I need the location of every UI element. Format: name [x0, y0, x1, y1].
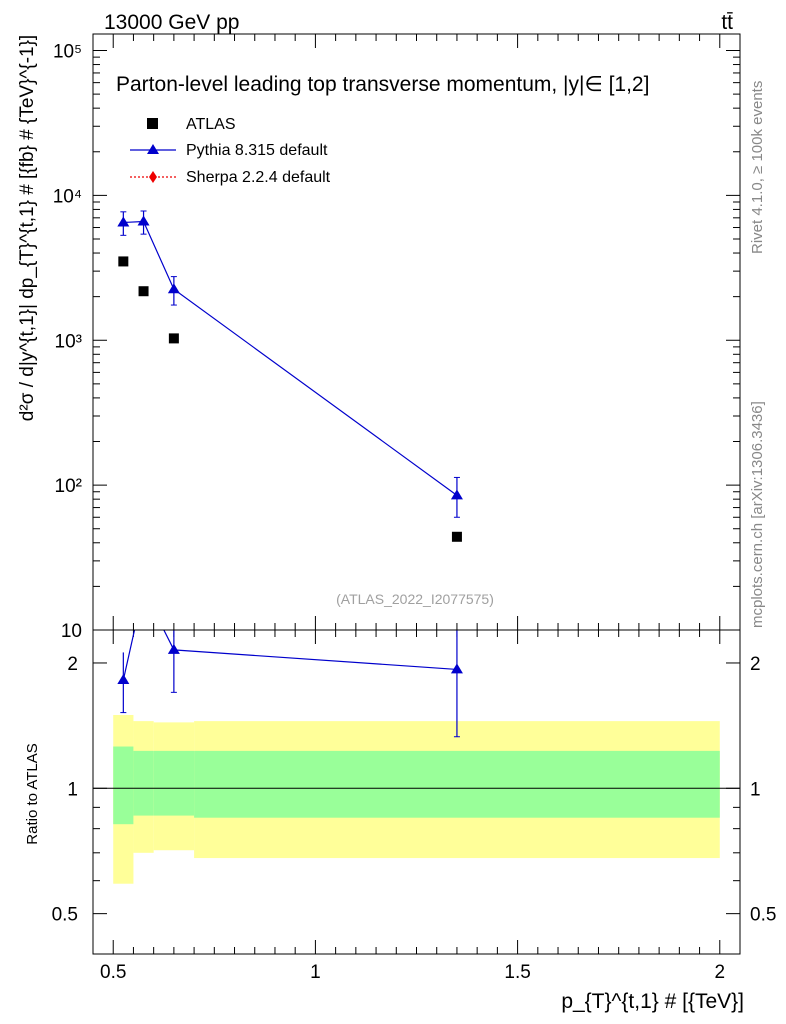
inner-band-bin-2	[153, 750, 195, 816]
x-tick-label-1: 1	[310, 962, 321, 983]
pythia-ratio-line	[122, 630, 457, 681]
inner-band-bin-0	[113, 746, 134, 825]
y-tick-label-3: 10⁴	[53, 186, 82, 207]
ratio-tick-label-right-1: 1	[750, 779, 761, 800]
ratio-plot-frame	[92, 629, 741, 955]
x-tick-label-0: 0.5	[100, 962, 126, 983]
y-tick-label-4: 10⁵	[53, 42, 82, 63]
legend-atlas-marker	[147, 118, 158, 129]
pythia-ratio-point-3	[450, 663, 463, 674]
x-axis-label: p_{T}^{t,1} # [{TeV}]	[561, 990, 744, 1013]
pythia-point-1	[137, 215, 150, 226]
ratio-tick-label-right-2: 2	[750, 654, 761, 675]
analysis-label: (ATLAS_2022_I2077575)	[336, 591, 494, 607]
ratio-tick-label-left-0: 0.5	[52, 905, 78, 926]
pythia-point-2	[167, 283, 180, 294]
mcplots-label: mcplots.cern.ch [arXiv:1306.3436]	[749, 401, 766, 628]
x-tick-label-2: 1.5	[504, 962, 530, 983]
ratio-tick-label-left-2: 2	[67, 654, 78, 675]
pythia-ratio-point-1	[138, 584, 150, 594]
y-tick-label-1: 10²	[55, 476, 82, 497]
pythia-point-0	[117, 216, 130, 227]
legend-atlas-label: ATLAS	[186, 116, 236, 133]
atlas-point-2	[168, 333, 179, 344]
y-tick-label-2: 10³	[55, 331, 82, 352]
axis-ticks: 0.5 1 1.5 2 10 10² 10³ 10⁴ 10⁵ 0.5 0.5 1 1 2 2	[52, 34, 776, 983]
energy-label: 13000 GeV pp	[104, 11, 239, 34]
rivet-version-label: Rivet 4.1.0, ≥ 100k events	[749, 80, 766, 254]
process-label: tt̄	[721, 11, 733, 34]
inner-band-bin-1	[133, 750, 154, 816]
legend: ATLAS Pythia 8.315 default Sherpa 2.2.4 …	[130, 116, 331, 186]
atlas-point-3	[451, 531, 462, 542]
legend-pythia-marker	[147, 144, 159, 154]
ratio-axis-label: Ratio to ATLAS	[24, 743, 41, 844]
atlas-point-0	[118, 256, 129, 267]
x-tick-label-3: 2	[714, 962, 725, 983]
y-axis-label: d²σ / d|y^{t,1}| dp_{T}^{t,1} # [{fb} # …	[17, 35, 38, 421]
y-tick-label-0: 10	[61, 621, 82, 642]
ratio-tick-label-left-1: 1	[67, 779, 78, 800]
ratio-series	[117, 584, 463, 738]
pythia-line	[123, 220, 458, 496]
chart-title: Parton-level leading top transverse mome…	[116, 73, 649, 96]
atlas-point-1	[138, 286, 149, 297]
legend-sherpa-marker	[149, 171, 157, 183]
pythia-ratio-point-2	[167, 643, 180, 654]
inner-band-bin-3	[194, 750, 720, 818]
legend-sherpa-label: Sherpa 2.2.4 default	[186, 169, 331, 186]
pythia-point-3	[450, 489, 463, 500]
ratio-tick-label-right-0: 0.5	[750, 905, 776, 926]
pythia-ratio-point-0	[117, 674, 130, 685]
data-series	[117, 210, 463, 738]
legend-pythia-label: Pythia 8.315 default	[186, 142, 328, 159]
ratio-uncertainty-bands	[93, 714, 740, 884]
